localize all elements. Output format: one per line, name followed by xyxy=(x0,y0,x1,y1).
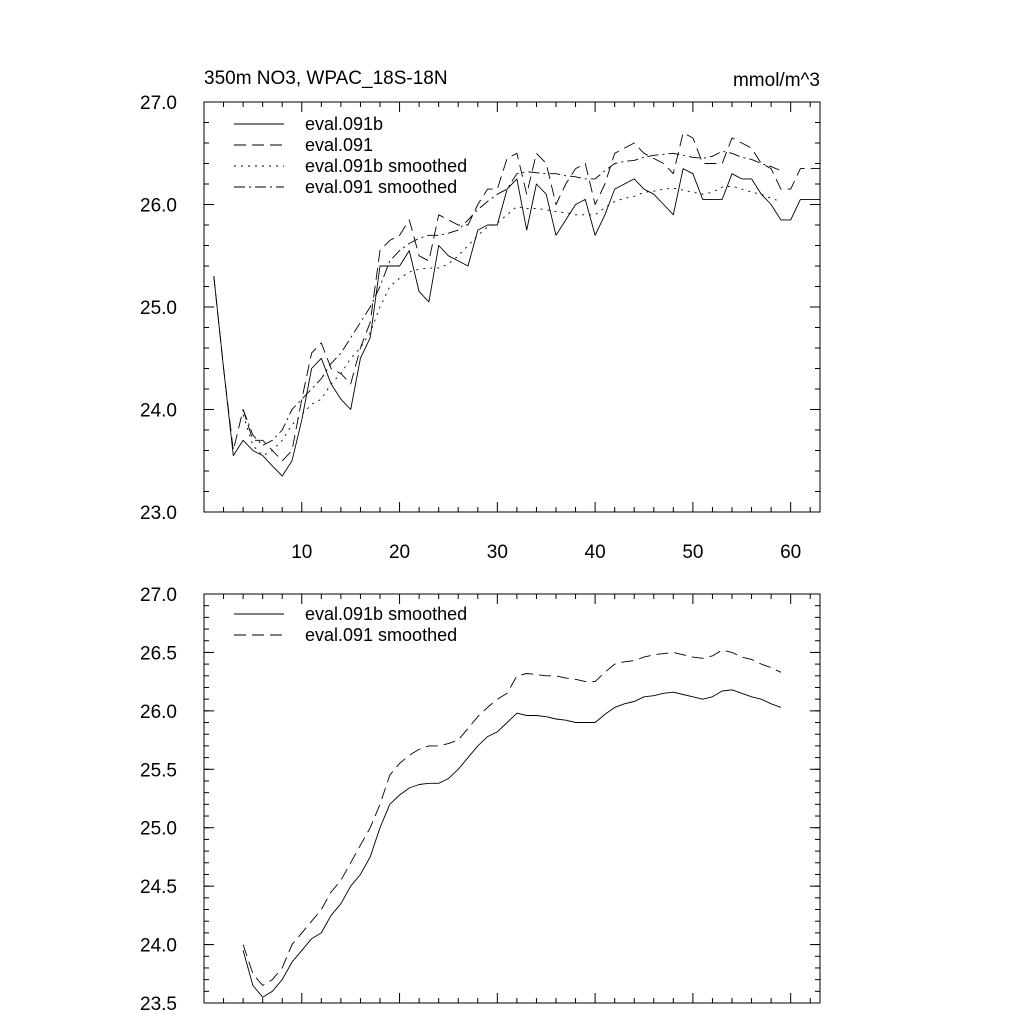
plot-frame xyxy=(203,101,821,513)
y-tick-label: 23.5 xyxy=(140,994,177,1015)
y-tick-label: 27.0 xyxy=(140,93,177,114)
plot-frame xyxy=(203,593,821,1004)
y-tick-label: 24.5 xyxy=(140,877,177,898)
top-panel: 350m NO3, WPAC_18S-18N mmol/m^3 10 20 30 40… xyxy=(140,68,821,563)
legend-label-3: eval.091 smoothed xyxy=(305,177,457,197)
y-tick-label: 23.0 xyxy=(140,503,177,524)
legend-label-1: eval.091 smoothed xyxy=(305,625,457,645)
legend-label-1: eval.091 xyxy=(305,135,373,155)
y-tick-label: 24.0 xyxy=(140,936,177,957)
y-tick-label: 26.5 xyxy=(140,643,177,664)
series-line-3 xyxy=(242,150,782,446)
y-tick-label: 26.0 xyxy=(140,196,177,217)
bottom-panel: 23.5 24.0 24.5 25.0 25.5 26.0 26.5 27.0 eval.091… xyxy=(140,585,821,1015)
x-tick-label: 60 xyxy=(780,542,801,563)
x-tick-label: 50 xyxy=(682,542,703,563)
legend-label-2: eval.091b smoothed xyxy=(305,156,467,176)
y-tick-label: 25.0 xyxy=(140,298,177,319)
series-line-0 xyxy=(213,168,820,477)
y-tick-label: 27.0 xyxy=(140,585,177,606)
x-tick-label: 30 xyxy=(487,542,508,563)
x-tick-label: 40 xyxy=(585,542,606,563)
x-tick-label: 20 xyxy=(389,542,410,563)
x-tick-label: 10 xyxy=(291,542,312,563)
series-line-2 xyxy=(242,185,782,457)
y-tick-label: 24.0 xyxy=(140,401,177,422)
series-line-0 xyxy=(242,689,782,998)
series-line-1 xyxy=(242,649,782,986)
y-tick-label: 25.0 xyxy=(140,819,177,840)
legend-label-0: eval.091b xyxy=(305,114,383,134)
units-label: mmol/m^3 xyxy=(733,70,820,91)
y-tick-label: 26.0 xyxy=(140,702,177,723)
y-tick-label: 25.5 xyxy=(140,760,177,781)
series-line-1 xyxy=(213,132,820,462)
legend-label-0: eval.091b smoothed xyxy=(305,604,467,624)
chart-title: 350m NO3, WPAC_18S-18N xyxy=(204,68,448,89)
